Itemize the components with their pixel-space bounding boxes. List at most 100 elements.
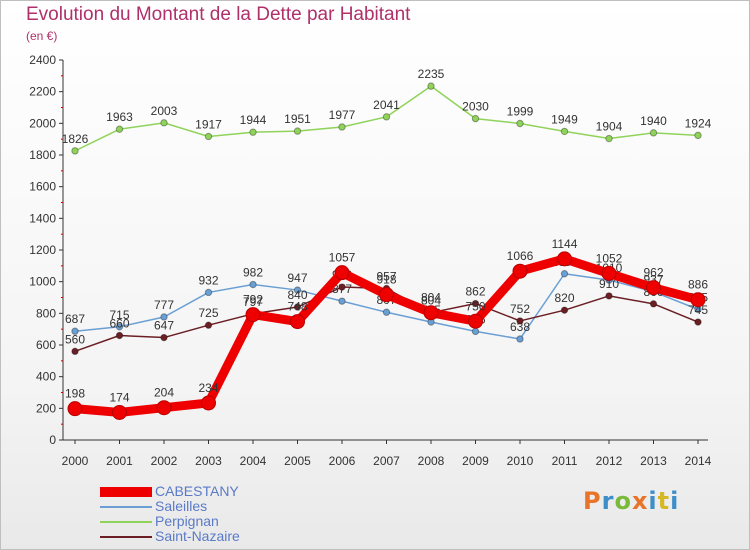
data-point <box>204 288 213 297</box>
legend-item-perpignan: Perpignan <box>100 514 240 529</box>
data-point <box>605 134 613 143</box>
x-tick-label: 2012 <box>596 454 623 468</box>
logo-letter: i <box>670 487 680 515</box>
data-point <box>71 147 79 155</box>
chart-legend: CABESTANY Saleilles Perpignan Saint-Naza… <box>100 484 240 544</box>
data-label: 1924 <box>685 116 712 130</box>
data-point <box>338 297 346 305</box>
data-point <box>338 283 346 291</box>
data-point <box>115 323 124 331</box>
data-point <box>112 404 127 420</box>
data-point <box>379 287 394 303</box>
data-label: 2003 <box>151 104 178 118</box>
logo-letter: o <box>614 487 632 515</box>
data-point <box>516 317 524 325</box>
data-point <box>516 335 524 343</box>
data-label: 1057 <box>329 251 356 265</box>
data-point <box>71 347 79 356</box>
x-tick-label: 2001 <box>106 454 133 468</box>
data-point <box>471 299 480 308</box>
data-point <box>646 280 661 296</box>
y-tick-label: 2000 <box>29 116 56 130</box>
data-label: 1144 <box>552 237 578 251</box>
data-label: 1904 <box>596 120 623 134</box>
data-point <box>160 313 168 321</box>
data-label: 804 <box>421 294 441 308</box>
data-label: 174 <box>109 390 129 404</box>
data-point <box>694 318 702 326</box>
data-label: 918 <box>376 273 396 287</box>
data-point <box>67 401 83 417</box>
legend-swatch-perpignan <box>100 520 152 523</box>
logo-letter: t <box>657 487 671 515</box>
data-label: 1944 <box>240 113 267 127</box>
data-point <box>427 82 435 90</box>
data-label: 660 <box>109 317 129 331</box>
data-point <box>293 127 302 135</box>
data-point <box>516 119 524 128</box>
legend-item-cabestany: CABESTANY <box>100 484 240 499</box>
data-label: 647 <box>154 319 174 333</box>
chart-subtitle: (en €) <box>26 29 58 43</box>
logo-letter: r <box>601 487 615 515</box>
x-tick-label: 2004 <box>240 454 267 468</box>
logo-letter: x <box>631 487 649 515</box>
data-label: 715 <box>109 308 129 322</box>
data-label: 748 <box>287 300 307 314</box>
legend-item-saleilles: Saleilles <box>100 499 240 514</box>
data-label: 198 <box>65 387 85 401</box>
data-label: 725 <box>198 306 218 320</box>
data-label: 962 <box>643 266 663 280</box>
data-label: 1826 <box>62 132 89 146</box>
y-tick-label: 200 <box>36 401 56 415</box>
data-point <box>156 400 172 416</box>
data-point <box>115 331 124 340</box>
y-tick-label: 1600 <box>29 180 56 194</box>
data-point <box>471 327 480 336</box>
chart-title: Evolution du Montant de la Dette par Hab… <box>26 4 411 25</box>
data-label: 1999 <box>507 104 534 118</box>
data-label: 840 <box>287 288 307 302</box>
data-label: 234 <box>198 381 218 395</box>
data-point <box>293 286 302 294</box>
data-point <box>204 321 213 329</box>
x-tick-label: 2008 <box>418 454 445 468</box>
data-point <box>293 303 302 311</box>
y-tick-label: 2400 <box>29 53 56 67</box>
legend-item-saint-nazaire: Saint-Nazaire <box>100 529 240 544</box>
data-point <box>690 292 706 308</box>
data-label: 1949 <box>551 112 578 126</box>
data-label: 1963 <box>106 110 133 124</box>
data-point <box>560 127 569 136</box>
data-point <box>512 263 528 279</box>
data-label: 560 <box>65 332 85 346</box>
data-label: 2235 <box>418 67 445 81</box>
proxiti-logo: Proxiti <box>583 487 679 515</box>
data-point <box>471 114 480 123</box>
data-label: 947 <box>287 271 307 285</box>
data-label: 745 <box>688 303 708 317</box>
data-point <box>160 119 168 127</box>
legend-label-saleilles: Saleilles <box>155 498 208 514</box>
data-label: 750 <box>465 299 485 313</box>
y-tick-label: 1000 <box>29 275 56 289</box>
data-point <box>249 280 257 289</box>
x-tick-label: 2006 <box>329 454 356 468</box>
data-point <box>290 314 305 330</box>
data-label: 1052 <box>596 251 623 265</box>
data-label: 687 <box>65 312 85 326</box>
x-tick-label: 2007 <box>373 454 400 468</box>
data-point <box>649 129 658 137</box>
data-point <box>468 313 483 329</box>
x-tick-label: 2002 <box>151 454 178 468</box>
data-label: 777 <box>154 298 174 312</box>
x-tick-label: 2014 <box>685 454 712 468</box>
data-point <box>557 251 572 267</box>
x-tick-label: 2000 <box>62 454 89 468</box>
data-point <box>601 265 617 281</box>
data-label: 792 <box>243 293 263 307</box>
data-point <box>560 270 569 278</box>
data-point <box>249 128 257 136</box>
logo-letter: P <box>583 487 602 515</box>
